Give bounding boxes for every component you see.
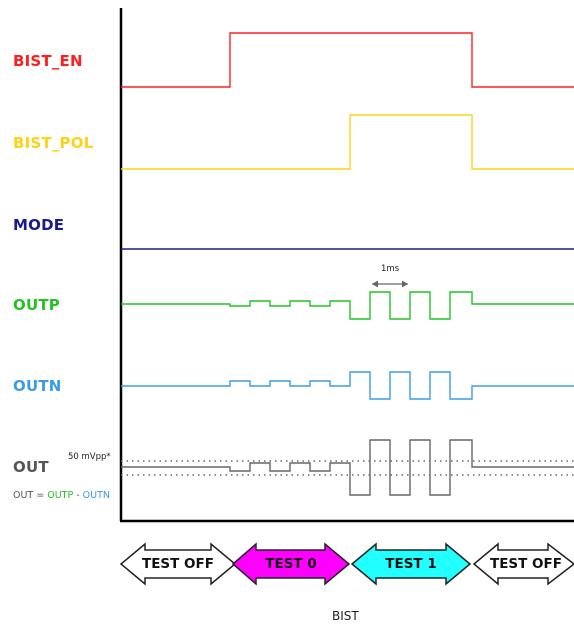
period-label: 1ms (381, 264, 400, 274)
signal-label-out: OUT (13, 458, 49, 476)
period-arrow-right-head (402, 280, 408, 288)
amplitude-label: 50 mVpp* (68, 452, 111, 462)
bist-pol-waveform (121, 114, 574, 170)
out-equation-equals: = (33, 490, 48, 501)
out-equation-lhs: OUT (13, 490, 34, 501)
signal-label-bist-en: BIST_EN (13, 52, 83, 70)
phase-label-test-0: TEST 0 (265, 556, 317, 572)
out-equation-outp: OUTP (47, 490, 74, 501)
phase-arrow-test-off-2 (472, 542, 574, 586)
out-equation-outn: OUTN (82, 490, 111, 501)
phase-arrow-test-0 (231, 542, 351, 586)
phase-label-test-off-1: TEST OFF (142, 556, 214, 572)
bist-en-waveform (121, 32, 574, 88)
signal-label-mode: MODE (13, 216, 65, 234)
signal-label-outn: OUTN (13, 377, 62, 395)
signal-label-outp: OUTP (13, 296, 60, 314)
outp-waveform (121, 291, 574, 320)
phase-arrow-test-1 (350, 542, 472, 586)
phase-label-test-off-2: TEST OFF (490, 556, 562, 572)
outn-waveform (121, 371, 574, 400)
signal-label-bist-pol: BIST_POL (13, 134, 94, 152)
diagram-caption: BIST (332, 609, 359, 623)
out-equation-minus: - (73, 490, 83, 501)
period-arrow-left-head (372, 280, 378, 288)
out-equation: OUT = OUTP - OUTN (13, 490, 110, 501)
phase-label-test-1: TEST 1 (385, 556, 437, 572)
out-waveform (121, 439, 574, 496)
